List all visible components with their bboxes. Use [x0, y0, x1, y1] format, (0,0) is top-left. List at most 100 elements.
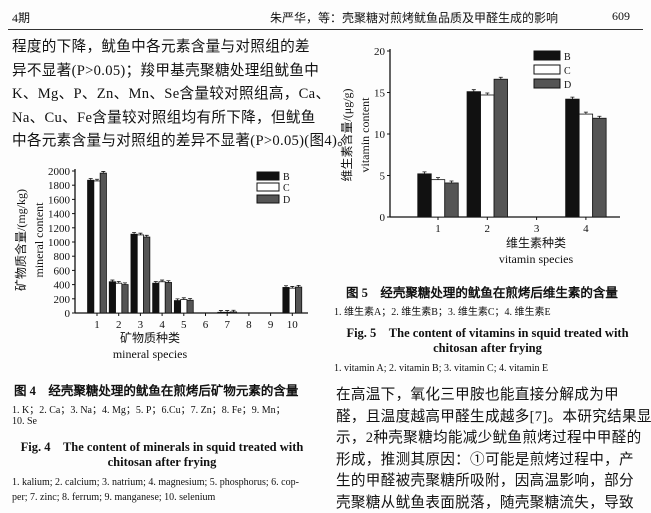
error-bar: [116, 281, 121, 284]
bar-c: [288, 287, 296, 314]
bar-d: [164, 282, 172, 314]
fig5-caption-en-2: chitosan after frying: [433, 341, 542, 355]
bar-b: [466, 91, 481, 218]
bar-c: [480, 94, 495, 218]
legend-label-d: D: [564, 80, 571, 91]
bar-c: [136, 234, 144, 314]
bar-d: [99, 172, 107, 314]
text-line: 壳聚糖从鱿鱼表面脱落，随壳聚糖流失，导致: [336, 494, 634, 511]
y-tick-label: 2000: [48, 166, 71, 178]
legend-swatch-d: [533, 78, 561, 89]
bar-d: [229, 311, 238, 314]
bar-d: [592, 117, 607, 218]
error-bar: [597, 115, 602, 119]
error-bar: [225, 310, 230, 313]
y-tick-label: 200: [54, 294, 71, 306]
bar-d: [295, 286, 303, 314]
bar-b: [282, 287, 290, 314]
legend-swatch-b: [533, 50, 561, 61]
x-tick-label: 4: [583, 223, 589, 235]
x-tick-label: 10: [287, 319, 299, 331]
error-bar: [132, 232, 137, 235]
bar-d: [143, 236, 151, 314]
y-tick-label: 1200: [48, 223, 71, 235]
error-bar: [88, 178, 93, 181]
legend-label-b: B: [283, 172, 290, 183]
y-axis-label: 矿物质含量/(mg/kg): [13, 189, 28, 291]
bar-c: [578, 113, 594, 218]
bar-c: [223, 311, 231, 314]
error-bar: [231, 309, 236, 312]
text-line: 程度的下降，鱿鱼中各元素含量与对照组的差: [12, 39, 310, 55]
running-title: 朱严华，等：壳聚糖对煎烤鱿鱼品质及甲醛生成的影响: [270, 11, 559, 25]
legend-swatch-d: [256, 194, 280, 204]
mineral-chart: 0 200 400 600 800 1000 1200 1400 1600 1800 2000 1 2 3…: [13, 166, 308, 361]
bar-d: [121, 284, 129, 314]
error-bar: [101, 171, 106, 174]
y-axis-label: mineral content: [32, 202, 46, 278]
text-line: 生的甲醛被壳聚糖所吸附，因高温影响，部分: [336, 473, 634, 489]
error-bar: [284, 285, 288, 288]
x-tick-label: 3: [138, 319, 144, 331]
y-tick-label: 15: [374, 88, 386, 100]
error-bar: [123, 282, 127, 285]
error-bar: [181, 297, 186, 300]
fig5-caption-en-1: Fig. 5 The content of vitamins in squid …: [346, 326, 629, 340]
left-paragraph: 程度的下降，鱿鱼中各元素含量与对照组的差 异不显著(P>0.05)；羧甲基壳聚糖…: [12, 36, 352, 154]
x-tick-label: 7: [224, 319, 230, 331]
text-line: 在高温下，氧化三甲胺也能直接分解成为甲: [336, 387, 619, 403]
error-bar: [422, 171, 427, 174]
y-tick-label: 1000: [48, 237, 71, 249]
text-line: 形成，推测其原因：①可能是煎烤过程中，产: [336, 451, 634, 468]
error-bar: [166, 280, 171, 283]
bar-c: [180, 299, 188, 314]
legend-label-c: C: [564, 66, 571, 77]
fig4-note-cn-2: 10. Se: [12, 416, 37, 427]
error-bar: [138, 232, 143, 235]
bar-b: [108, 281, 116, 314]
fig4-note-cn-1: 1. K；2. Ca；3. Na；4. Mg；5. P；6.Cu；7. Zn；8…: [12, 405, 286, 416]
x-tick-label: 1: [94, 319, 100, 331]
right-paragraph: 在高温下，氧化三甲胺也能直接分解成为甲 醛，且温度越高甲醛生成越多[7]。本研究…: [336, 385, 651, 513]
bar-d: [186, 299, 194, 314]
y-tick-label: 1600: [48, 194, 71, 206]
error-bar: [95, 178, 99, 181]
bar-b: [130, 233, 138, 314]
bar-b: [152, 282, 160, 314]
y-tick-label: 20: [374, 46, 386, 58]
error-bar: [160, 279, 165, 282]
legend-swatch-b: [256, 171, 280, 181]
error-bar: [175, 298, 180, 301]
y-tick-label: 400: [54, 280, 71, 292]
text-line: Na、Cu、Fe含量较对照组均有所下降，但鱿鱼: [12, 109, 316, 126]
header-rule: [8, 29, 643, 30]
fig4-caption-en-1: Fig. 4 The content of minerals in squid …: [20, 440, 304, 454]
x-axis-label: mineral species: [113, 347, 188, 361]
fig4-caption-en-2: chitosan after frying: [107, 455, 217, 469]
legend-label-c: C: [283, 183, 290, 194]
legend-swatch-c: [533, 64, 561, 75]
page-number: 609: [612, 9, 630, 23]
x-tick-label: 3: [534, 223, 540, 235]
y-tick-label: 0: [380, 212, 386, 224]
error-bar: [144, 234, 149, 238]
fig5-note-en: 1. vitamin A; 2. vitamin B; 3. vitamin C…: [334, 363, 549, 374]
error-bar: [290, 286, 295, 289]
error-bar: [218, 310, 223, 313]
text-line: 异不显著(P>0.05)；羧甲基壳聚糖处理组鱿鱼中: [12, 62, 320, 79]
error-bar: [583, 111, 588, 115]
error-bar: [110, 279, 115, 282]
text-line: 中各元素含量与对照组的差异不显著(P>0.05)(图4)。: [12, 133, 353, 149]
legend-swatch-c: [256, 182, 280, 192]
error-bar: [498, 76, 503, 80]
x-tick-label: 9: [268, 319, 274, 331]
x-axis-label: vitamin species: [499, 252, 574, 266]
legend-label-d: D: [283, 195, 290, 206]
error-bar: [296, 284, 301, 288]
x-tick-label: 1: [435, 223, 441, 235]
x-tick-label: 8: [246, 319, 252, 331]
y-tick-label: 600: [54, 265, 71, 277]
text-line: 醛，且温度越高甲醛生成越多[7]。本研究结果显: [336, 408, 651, 425]
y-tick-label: 5: [380, 171, 386, 183]
